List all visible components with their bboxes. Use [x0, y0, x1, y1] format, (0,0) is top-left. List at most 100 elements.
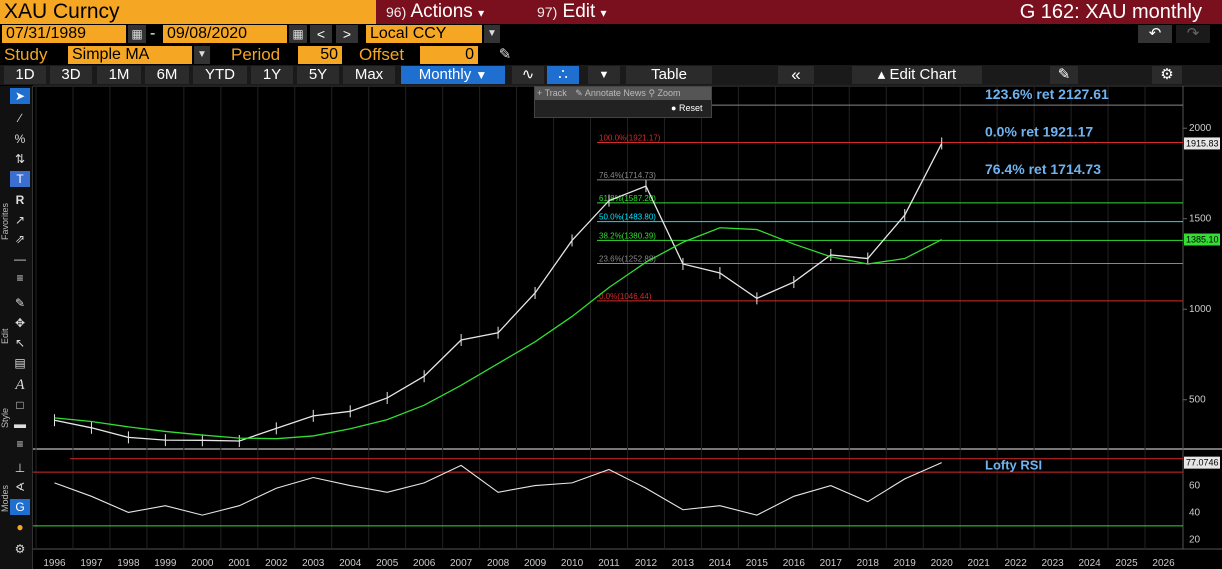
bar-chart-icon[interactable]: ∴	[547, 66, 579, 84]
redo-icon[interactable]: ↷	[1176, 25, 1210, 43]
rsi-y-tick-label: 40	[1189, 507, 1201, 518]
popup-track[interactable]: Track	[544, 88, 567, 98]
pointer-icon[interactable]: ↖	[14, 336, 26, 350]
line-tool-icon[interactable]: ∕	[18, 111, 21, 125]
study-text: Simple MA	[72, 46, 150, 63]
x-tick-label: 2020	[931, 558, 954, 569]
reset-label: Reset	[678, 103, 703, 113]
moving-average-series[interactable]	[54, 227, 943, 440]
price-line[interactable]	[54, 143, 943, 442]
edit-number: 97)	[537, 4, 558, 20]
frequency-select[interactable]: Monthly ▼	[401, 66, 505, 84]
range-button-3d[interactable]: 3D	[50, 66, 92, 84]
currency-text: Local CCY	[370, 25, 447, 42]
channel-icon[interactable]: ⇗	[14, 232, 26, 246]
fib-annotation-text[interactable]: 123.6% ret 2127.61	[985, 86, 1109, 102]
snap-mode-icon[interactable]: G	[10, 499, 30, 515]
color-palette-icon[interactable]: ●	[16, 520, 24, 534]
start-date-field[interactable]: 07/31/1989	[2, 25, 126, 43]
annotations[interactable]: 123.6% ret 2127.61 0.0% ret 1921.17 76.4% …	[985, 86, 1109, 177]
next-period-button[interactable]: >	[336, 25, 358, 43]
measure-icon[interactable]: ∢	[14, 480, 26, 494]
text-tool-icon[interactable]: A	[15, 377, 25, 393]
crosshair-icon[interactable]: ⊥	[14, 461, 26, 475]
y-tick-label: 1000	[1189, 304, 1212, 315]
draw-icon[interactable]: ✎	[1050, 66, 1078, 84]
price-series[interactable]	[53, 137, 943, 448]
actions-menu-button[interactable]: 96) Actions ▾	[380, 0, 527, 24]
chevron-down-icon[interactable]: ▼	[194, 46, 210, 64]
y-tick-label: 500	[1189, 395, 1206, 406]
select-cursor-icon[interactable]: ➤	[10, 88, 30, 104]
collapse-icon[interactable]: «	[778, 66, 814, 84]
x-tick-label: 2011	[598, 558, 620, 569]
range-button-ytd[interactable]: YTD	[193, 66, 247, 84]
chevron-down-icon[interactable]: ▼	[484, 25, 500, 43]
line-style-icon[interactable]: ▬	[14, 417, 26, 431]
last-price-label: 1915.83	[1186, 138, 1219, 148]
line-weight-icon[interactable]: ≡	[16, 437, 24, 451]
ma-line[interactable]	[54, 227, 943, 440]
popup-annotate[interactable]: Annotate	[584, 88, 621, 98]
fib-annotation-text[interactable]: 76.4% ret 1714.73	[985, 161, 1101, 177]
y-tick-label: 2000	[1189, 123, 1212, 134]
chart-type-dropdown[interactable]: ▼	[588, 66, 620, 84]
popup-news[interactable]: News	[623, 88, 646, 98]
range-button-1m[interactable]: 1M	[97, 66, 141, 84]
prev-period-button[interactable]: <	[310, 25, 332, 43]
calendar-icon[interactable]: ▦	[128, 25, 146, 43]
end-date-field[interactable]: 09/08/2020	[163, 25, 287, 43]
fill-color-icon[interactable]: □	[16, 398, 24, 412]
rsi-panel[interactable]: Lofty RSI 77.0746	[33, 456, 1220, 527]
period-field[interactable]: 50	[298, 46, 342, 64]
undo-icon[interactable]: ↶	[1138, 25, 1172, 43]
gear-icon[interactable]: ⚙	[14, 542, 26, 556]
retracement-icon[interactable]: R	[15, 193, 25, 207]
x-tick-label: 2001	[228, 558, 251, 569]
trash-icon[interactable]: ▤	[14, 356, 26, 370]
popup-zoom[interactable]: Zoom	[657, 88, 681, 98]
actions-number: 96)	[386, 4, 407, 20]
calendar-icon[interactable]: ▦	[289, 25, 307, 43]
period-label: Period	[231, 45, 281, 64]
range-button-6m[interactable]: 6M	[145, 66, 189, 84]
edit-menu-button[interactable]: 97) Edit ▾	[531, 0, 681, 24]
study-select[interactable]: Simple MA	[68, 46, 192, 64]
fib-extension-icon[interactable]: ⇅	[14, 152, 26, 166]
range-button-max[interactable]: Max	[343, 66, 395, 84]
fib-levels[interactable]: 123.6%(2127.61)100.0%(1921.17)76.4%(1714…	[597, 96, 1183, 302]
pencil-icon: ✎	[575, 88, 583, 98]
ticker-field[interactable]: XAU Curncy	[0, 0, 376, 24]
gear-icon[interactable]: ⚙	[1152, 66, 1182, 84]
move-icon[interactable]: ✥	[14, 316, 26, 330]
pen-icon[interactable]: ✎	[14, 296, 26, 310]
fib-level-label: 0.0%(1046.44)	[599, 292, 652, 301]
range-button-5y[interactable]: 5Y	[297, 66, 339, 84]
fib-time-icon[interactable]: T	[10, 171, 30, 187]
table-button[interactable]: Table	[626, 66, 712, 84]
line-chart-icon[interactable]: ∿	[512, 66, 544, 84]
trendline-icon[interactable]: ↗	[14, 213, 26, 227]
fib-annotation-text[interactable]: 0.0% ret 1921.17	[985, 123, 1093, 139]
x-tick-label: 2007	[450, 558, 473, 569]
currency-select[interactable]: Local CCY	[366, 25, 482, 43]
pencil-icon[interactable]: ✎	[498, 46, 512, 63]
range-button-1y[interactable]: 1Y	[251, 66, 293, 84]
fib-retracement-icon[interactable]: %	[14, 132, 26, 146]
start-date-text: 07/31/1989	[6, 25, 87, 42]
parallel-lines-icon[interactable]: ≡	[16, 271, 24, 285]
edit-chart-button[interactable]: ▴ Edit Chart	[852, 66, 982, 84]
horizontal-line-icon[interactable]: —	[14, 252, 26, 266]
reset-button[interactable]: ● Reset	[671, 102, 711, 115]
x-tick-label: 2023	[1041, 558, 1064, 569]
range-button-1d[interactable]: 1D	[4, 66, 46, 84]
offset-field[interactable]: 0	[420, 46, 478, 64]
x-tick-label: 2005	[376, 558, 399, 569]
x-tick-label: 1997	[80, 558, 103, 569]
rsi-line[interactable]	[54, 462, 942, 516]
x-tick-label: 2026	[1152, 558, 1175, 569]
x-tick-label: 2002	[265, 558, 288, 569]
rsi-y-tick-label: 60	[1189, 481, 1201, 492]
x-tick-label: 2009	[524, 558, 547, 569]
